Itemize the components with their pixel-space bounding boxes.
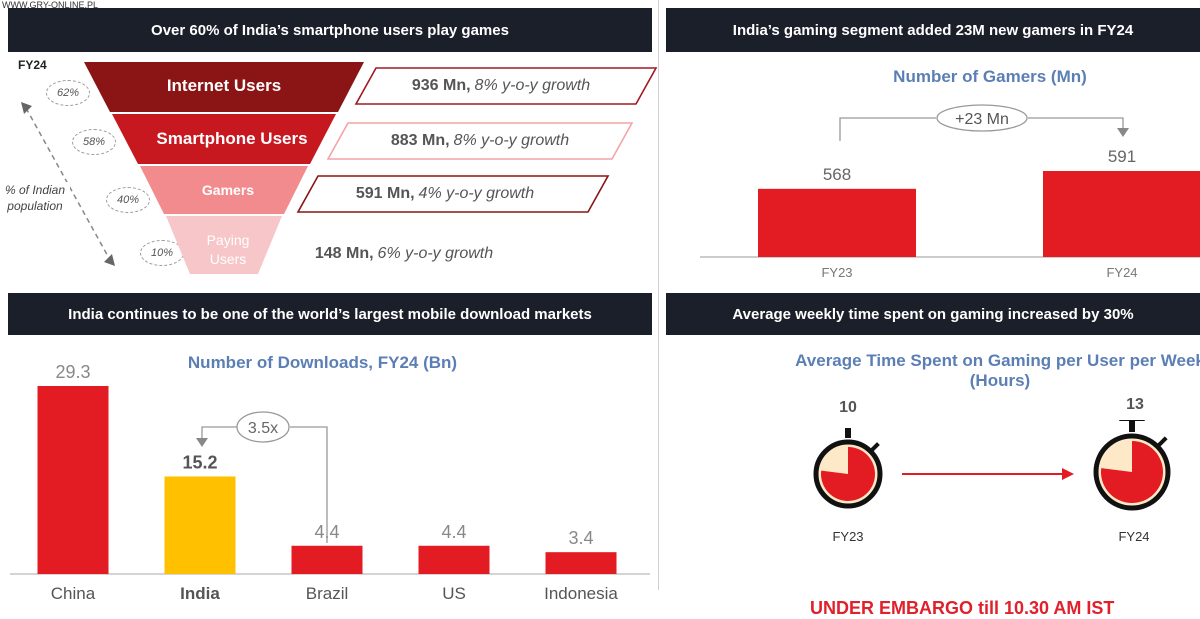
- time-chart-title-line2: (Hours): [969, 371, 1031, 390]
- downloads-panel-header: India continues to be one of the world’s…: [8, 293, 652, 335]
- gamers-connector-left: [839, 117, 936, 141]
- gamers-chart-title: Number of Gamers (Mn): [893, 67, 1087, 86]
- gamers-delta-oval: [936, 104, 1028, 132]
- pct-oval-internet: 62%: [46, 80, 90, 106]
- watermark-text: WWW.GRY-ONLINE.PL: [2, 0, 99, 10]
- increase-arrow: [902, 468, 1074, 480]
- time-panel-header: Average weekly time spent on gaming incr…: [666, 293, 1200, 335]
- funnel-label-paying-line2: Users: [209, 251, 247, 267]
- hours-fy23: 10: [839, 399, 857, 416]
- downloads-category-label: China: [51, 584, 96, 603]
- time-panel-header-text: Average weekly time spent on gaming incr…: [732, 305, 1134, 323]
- stat-gamers-value: 591 Mn,: [355, 185, 415, 202]
- embargo-notice: UNDER EMBARGO till 10.30 AM IST: [810, 598, 1115, 618]
- funnel-label-paying: Paying Users: [188, 231, 268, 269]
- stopwatch-fill-wedge: [1101, 441, 1163, 503]
- downloads-connector-left: [201, 426, 237, 439]
- population-side-label: % of Indian population: [0, 182, 70, 214]
- funnel-label-internet: Internet Users: [166, 76, 282, 95]
- gamers-delta-label: +23 Mn: [955, 111, 1009, 128]
- funnel-panel-header: Over 60% of India’s smartphone users pla…: [8, 8, 652, 52]
- funnel-graphic: [84, 62, 364, 274]
- stopwatch-side-button: [1156, 436, 1168, 448]
- downloads-bar-indonesia: [545, 552, 617, 574]
- pct-oval-smartphone: 58%: [72, 129, 116, 155]
- gamers-category-label: FY23: [821, 265, 852, 280]
- population-side-label-line1: % of Indian: [4, 183, 66, 197]
- stat-paying-value: 148 Mn,: [314, 245, 374, 262]
- funnel-label-paying-line1: Paying: [206, 232, 250, 248]
- downloads-bar-brazil: [291, 545, 363, 574]
- downloads-connector-right: [290, 426, 328, 543]
- downloads-panel-header-text: India continues to be one of the world’s…: [68, 305, 592, 323]
- gamers-connector-right: [1028, 117, 1124, 129]
- stopwatch-fy24-icon: [1093, 420, 1171, 511]
- funnel-label-gamers: Gamers: [201, 182, 255, 198]
- funnel-panel-header-text: Over 60% of India’s smartphone users pla…: [151, 21, 509, 39]
- downloads-bar-china: [37, 386, 109, 574]
- gamers-panel-header-text: India’s gaming segment added 23M new gam…: [732, 21, 1134, 39]
- downloads-category-label: India: [180, 584, 220, 603]
- population-arrow: [21, 102, 115, 266]
- stat-paying: 148 Mn, 6% y-o-y growth: [306, 236, 502, 272]
- stat-internet-value: 936 Mn,: [411, 77, 471, 94]
- downloads-value-label: 29.3: [55, 362, 90, 382]
- downloads-value-label: 4.4: [441, 522, 466, 542]
- stat-smartphone-growth: 8% y-o-y growth: [453, 132, 570, 149]
- stat-gamers: 591 Mn, 4% y-o-y growth: [300, 176, 590, 212]
- gamers-bar-fy24: [1043, 171, 1200, 257]
- stat-box-outlines: [296, 67, 658, 213]
- downloads-chart: 29.3China15.2India4.4Brazil4.4US3.4Indon…: [10, 362, 650, 603]
- stat-smartphone: 883 Mn, 8% y-o-y growth: [338, 123, 622, 159]
- population-side-label-line2: population: [7, 199, 63, 213]
- downloads-category-label: Indonesia: [544, 584, 618, 603]
- stopwatch-stem: [845, 428, 851, 438]
- period-fy24: FY24: [1118, 529, 1150, 544]
- gamers-category-label: FY24: [1106, 265, 1137, 280]
- downloads-multiple-oval: [236, 411, 290, 443]
- funnel-level-paying: [166, 216, 282, 274]
- time-chart-title: Average Time Spent on Gaming per User pe…: [770, 351, 1200, 391]
- downloads-bar-india: [164, 476, 236, 574]
- downloads-category-label: US: [442, 584, 466, 603]
- stat-internet: 936 Mn, 8% y-o-y growth: [366, 68, 636, 104]
- gamers-value-label: 568: [823, 165, 851, 184]
- downloads-chart-title: Number of Downloads, FY24 (Bn): [187, 353, 458, 372]
- downloads-value-label: 3.4: [568, 528, 593, 548]
- funnel-level-gamers: [140, 166, 308, 214]
- downloads-multiple-label: 3.5x: [248, 420, 278, 437]
- gamers-value-label: 591: [1108, 147, 1136, 166]
- stat-internet-growth: 8% y-o-y growth: [474, 77, 591, 94]
- gamers-panel-header: India’s gaming segment added 23M new gam…: [666, 8, 1200, 52]
- stopwatch-fy23-icon: [813, 428, 883, 509]
- downloads-category-label: Brazil: [306, 584, 349, 603]
- vertical-divider: [658, 0, 659, 590]
- time-chart-title-line1: Average Time Spent on Gaming per User pe…: [795, 351, 1200, 370]
- funnel-level-internet: [84, 62, 364, 112]
- pct-oval-gamers: 40%: [106, 187, 150, 213]
- gamers-connector-arrowhead: [1117, 128, 1129, 137]
- downloads-connector-arrowhead: [196, 438, 208, 447]
- hours-fy24: 13: [1126, 396, 1144, 413]
- funnel-label-smartphone: Smartphone Users: [156, 129, 308, 148]
- fy-label: FY24: [18, 58, 47, 72]
- downloads-bar-us: [418, 545, 490, 574]
- stopwatch-fill-wedge: [821, 447, 875, 501]
- gamers-chart: 568 FY23 591 FY24 +23 Mn: [700, 104, 1200, 280]
- downloads-value-label: 15.2: [182, 452, 217, 472]
- period-fy23: FY23: [832, 529, 864, 544]
- gamers-bar-fy23: [758, 188, 916, 257]
- funnel-level-smartphone: [112, 114, 336, 164]
- stat-paying-growth: 6% y-o-y growth: [377, 245, 494, 262]
- stat-gamers-growth: 4% y-o-y growth: [418, 185, 535, 202]
- stopwatch-stem: [1129, 420, 1135, 432]
- stat-smartphone-value: 883 Mn,: [390, 132, 450, 149]
